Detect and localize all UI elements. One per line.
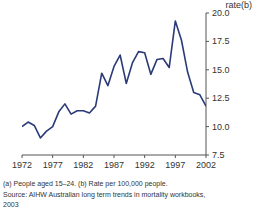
x-tick: [83, 155, 84, 158]
x-tick: [175, 155, 176, 158]
x-tick-label: 1982: [73, 160, 93, 170]
footnote: Source: AIHW Australian long term trends…: [3, 191, 205, 199]
y-axis-label: rate(b): [225, 0, 252, 10]
x-tick: [144, 155, 145, 158]
y-tick: [206, 126, 209, 127]
x-tick: [52, 155, 53, 158]
footnote: (a) People aged 15–24. (b) Rate per 100,…: [3, 180, 168, 188]
x-tick-label: 2002: [196, 160, 216, 170]
y-tick: [206, 69, 209, 70]
x-tick: [114, 155, 115, 158]
y-tick-label: 15.0: [212, 65, 230, 75]
x-tick: [22, 155, 23, 158]
y-tick: [206, 155, 209, 156]
y-tick: [206, 98, 209, 99]
data-line: [22, 21, 206, 138]
x-tick-label: 1992: [135, 160, 155, 170]
y-axis: [206, 13, 207, 155]
y-tick: [206, 41, 209, 42]
x-tick-label: 1972: [12, 160, 32, 170]
y-tick-label: 7.5: [212, 150, 225, 160]
y-tick-label: 10.0: [212, 122, 230, 132]
x-tick-label: 1997: [165, 160, 185, 170]
plot-area: [22, 21, 206, 138]
x-tick-label: 1987: [104, 160, 124, 170]
footnote: 2003: [3, 201, 19, 208]
chart: 1972 1977 1982 1987 1992 1997 20027.5 10.0 12.5 1…: [0, 0, 256, 213]
y-tick: [206, 13, 209, 14]
y-tick-label: 12.5: [212, 93, 230, 103]
x-tick-label: 1977: [43, 160, 63, 170]
y-tick-label: 17.5: [212, 36, 230, 46]
